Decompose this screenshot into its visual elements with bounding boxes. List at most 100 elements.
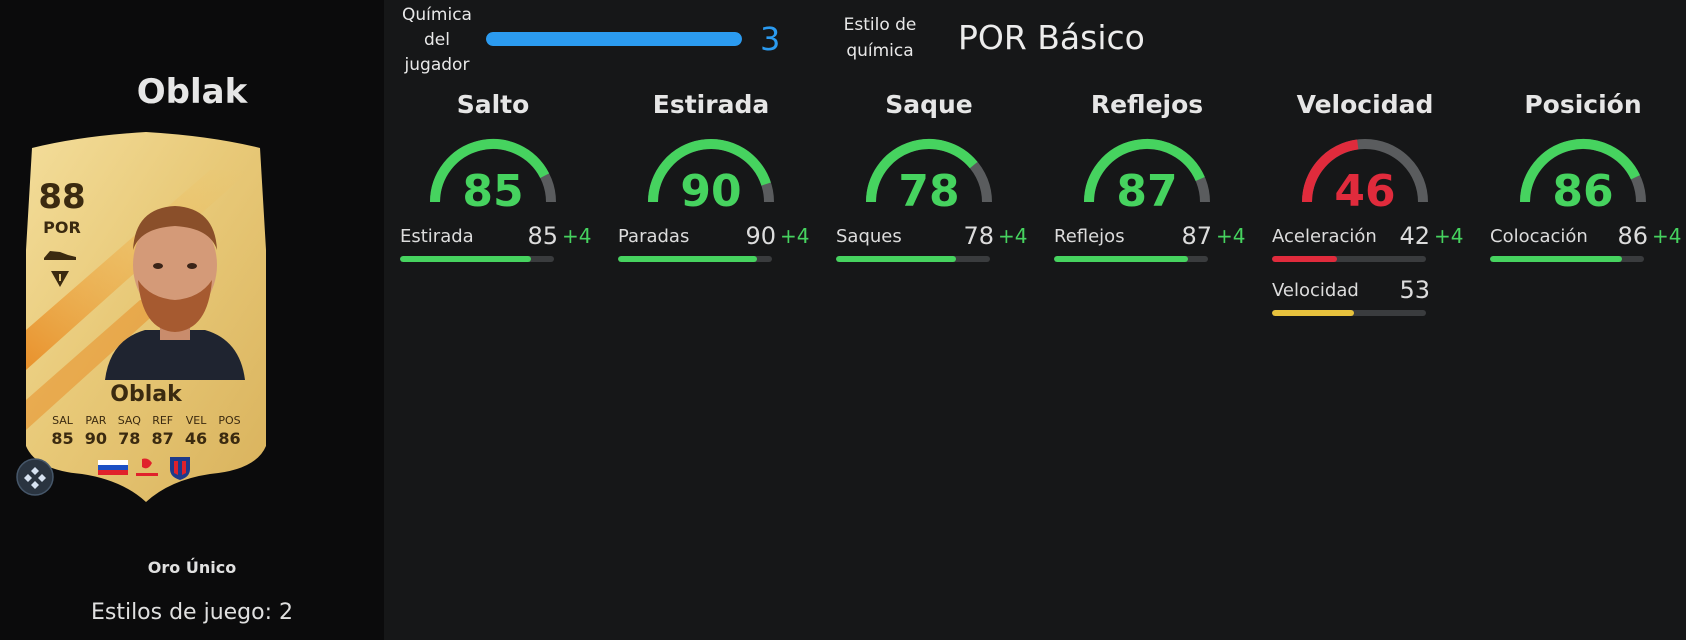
player-card[interactable]: 88 POR Oblak SAL 85 PAR 90 xyxy=(20,130,272,502)
stat-block-velocidad[interactable]: Velocidad 46 Aceleración 42 +4 Velocidad 53 xyxy=(1265,90,1465,320)
card-stat-label: SAQ xyxy=(117,414,141,427)
card-stat-value: 78 xyxy=(118,429,141,448)
stat-block-reflejos[interactable]: Reflejos 87 Reflejos 87 +4 xyxy=(1047,90,1247,266)
card-stat-value: 85 xyxy=(51,429,74,448)
stat-block-estirada[interactable]: Estirada 90 Paradas 90 +4 xyxy=(611,90,811,266)
sub-stat-bar xyxy=(1054,256,1208,262)
chemistry-label: Química del jugador xyxy=(402,5,472,75)
stat-title: Salto xyxy=(456,90,530,119)
card-stat: SAL 85 xyxy=(46,414,79,448)
card-stat: POS 86 xyxy=(213,414,246,448)
chemistry-bar-fill xyxy=(486,32,742,46)
sub-stat-bar-fill xyxy=(400,256,531,262)
card-stat-label: SAL xyxy=(52,414,73,427)
slovenia-flag-icon xyxy=(98,460,128,475)
card-type-label: Oro Único xyxy=(147,558,237,577)
stat-gauge: 85 xyxy=(430,139,556,210)
sub-stat-bonus: +4 xyxy=(1434,224,1464,248)
sub-stat-bar xyxy=(618,256,772,262)
stat-gauge: 86 xyxy=(1520,139,1646,210)
gauge-value: 78 xyxy=(898,166,959,210)
card-position: POR xyxy=(43,218,81,237)
sub-stat-name: Paradas xyxy=(618,226,690,247)
chemistry-bar xyxy=(486,32,742,46)
card-stat-value: 87 xyxy=(151,429,174,448)
playstyles-count: Estilos de juego: 2 xyxy=(90,600,294,625)
chemistry-value: 3 xyxy=(760,20,781,58)
sub-stat-name: Velocidad xyxy=(1272,280,1359,301)
sub-stat-name: Aceleración xyxy=(1272,226,1377,247)
card-stat: VEL 46 xyxy=(180,414,213,448)
gauge-fill xyxy=(1520,139,1641,203)
card-stat-value: 90 xyxy=(84,429,108,448)
club-crest-icon xyxy=(170,457,190,480)
sub-stat-bar-fill xyxy=(1054,256,1188,262)
sub-stat-value: 87 xyxy=(1181,222,1212,250)
sub-stat-bonus: +4 xyxy=(562,224,592,248)
sub-stat-name: Estirada xyxy=(400,226,474,247)
stat-title: Reflejos xyxy=(1090,90,1204,119)
player-photo xyxy=(105,206,245,380)
sub-stat-name: Saques xyxy=(836,226,902,247)
gauge-fill xyxy=(1084,139,1205,203)
card-stat: SAQ 78 xyxy=(113,414,146,448)
player-name-heading: Oblak xyxy=(136,72,248,112)
stat-gauge: 87 xyxy=(1084,139,1210,210)
sub-stat-value: 85 xyxy=(527,222,558,250)
chemistry-style-value[interactable]: POR Básico xyxy=(958,18,1145,57)
card-stat-value: 46 xyxy=(184,429,208,448)
chemistry-style-label: Estilo de química xyxy=(843,15,917,61)
card-rating: 88 xyxy=(38,177,86,217)
sub-stat-bar-fill xyxy=(1272,310,1354,316)
evolution-icon[interactable] xyxy=(16,458,54,496)
stat-title: Posición xyxy=(1524,90,1642,119)
sub-stat-bar-fill xyxy=(1490,256,1623,262)
sub-stat-bar-fill xyxy=(836,256,957,262)
card-stat: PAR 90 xyxy=(79,414,112,448)
sub-stat-bonus: +4 xyxy=(1216,224,1246,248)
gauge-value: 85 xyxy=(462,166,523,210)
sub-stat-row: Estirada 85 +4 xyxy=(400,222,591,266)
player-panel: Oblak 88 POR xyxy=(0,0,384,640)
sub-stat-value: 42 xyxy=(1399,222,1430,250)
stat-block-salto[interactable]: Salto 85 Estirada 85 +4 xyxy=(393,90,593,266)
card-stat-label: REF xyxy=(152,414,174,427)
sub-stat-row: Velocidad 53 xyxy=(1272,276,1458,320)
card-flags xyxy=(98,457,190,480)
sub-stat-value: 53 xyxy=(1399,276,1430,304)
stat-title: Estirada xyxy=(652,90,770,119)
gauge-fill xyxy=(1302,139,1359,203)
stat-gauge: 78 xyxy=(866,139,992,210)
sub-stat-bar xyxy=(1272,256,1426,262)
sub-stat-name: Colocación xyxy=(1490,226,1588,247)
sub-stat-value: 90 xyxy=(745,222,776,250)
sub-stat-bar xyxy=(1272,310,1426,316)
sub-stat-bar-fill xyxy=(618,256,757,262)
sub-stat-bonus: +4 xyxy=(1652,224,1682,248)
card-stat-label: VEL xyxy=(185,414,207,427)
gauge-value: 46 xyxy=(1334,166,1395,210)
card-stats: SAL 85 PAR 90 SAQ 78 REF 87 VEL 46 POS 8… xyxy=(46,414,246,448)
boot-icon xyxy=(44,251,76,260)
card-player-name: Oblak xyxy=(110,382,182,407)
sub-stat-bar xyxy=(400,256,554,262)
stat-block-posición[interactable]: Posición 86 Colocación 86 +4 xyxy=(1483,90,1683,266)
card-stat-label: PAR xyxy=(85,414,107,427)
sub-stat-row: Paradas 90 +4 xyxy=(618,222,809,266)
sub-stat-bonus: +4 xyxy=(998,224,1028,248)
stat-title: Velocidad xyxy=(1296,90,1434,119)
stat-gauge: 90 xyxy=(648,139,774,210)
gauge-value: 86 xyxy=(1552,166,1613,210)
stat-title: Saque xyxy=(885,90,973,119)
card-stat-value: 86 xyxy=(218,429,241,448)
rank-icon xyxy=(51,271,69,287)
sub-stat-row: Aceleración 42 +4 xyxy=(1272,222,1463,266)
sub-stat-bar-fill xyxy=(1272,256,1337,262)
sub-stat-bonus: +4 xyxy=(780,224,810,248)
card-stat: REF 87 xyxy=(146,414,179,448)
sub-stat-value: 86 xyxy=(1617,222,1648,250)
gauge-value: 90 xyxy=(680,166,741,210)
stat-block-saque[interactable]: Saque 78 Saques 78 +4 xyxy=(829,90,1029,266)
stat-gauge: 46 xyxy=(1302,139,1428,210)
gauge-fill xyxy=(430,139,550,203)
